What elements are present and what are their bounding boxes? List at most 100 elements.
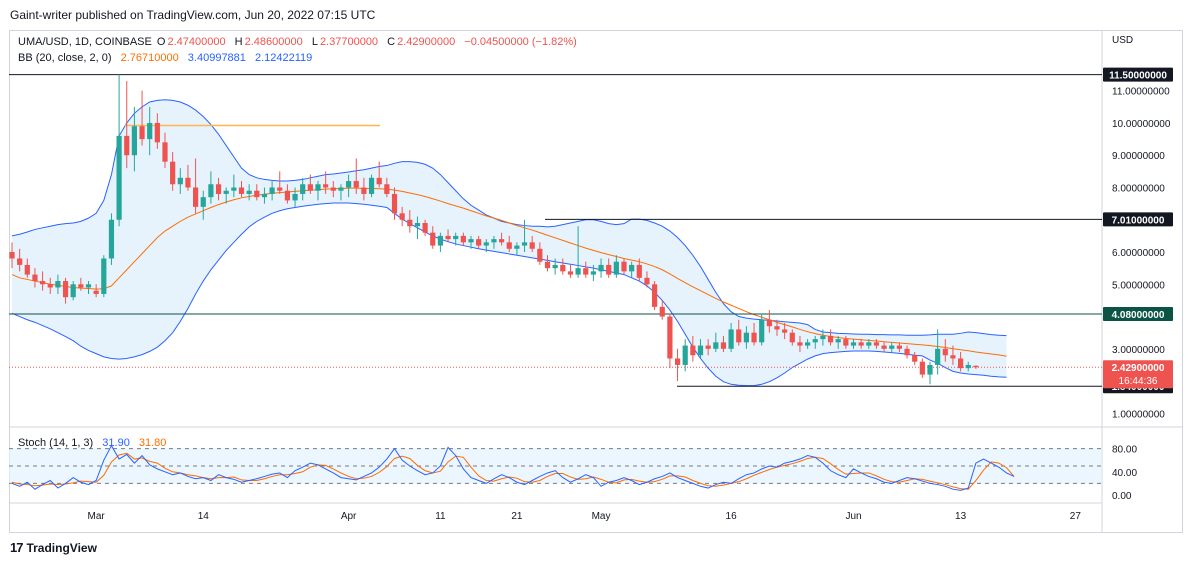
candle-body xyxy=(47,284,53,288)
candle-body xyxy=(193,187,199,207)
candle-body xyxy=(942,348,948,356)
candle-body xyxy=(621,261,627,272)
price-tick-label: 9.00000000 xyxy=(1112,151,1165,162)
price-tick-label: 8.00000000 xyxy=(1112,183,1165,194)
candle-body xyxy=(231,187,237,191)
candle-body xyxy=(384,184,390,194)
candle-body xyxy=(544,261,551,269)
candle-body xyxy=(269,187,275,194)
candle-body xyxy=(154,122,160,143)
time-tick-label: Jun xyxy=(845,511,861,522)
horizontal-lines-layer xyxy=(9,74,1102,387)
candle-body xyxy=(873,342,880,346)
footer: 17 TradingView xyxy=(10,540,97,555)
candle-body xyxy=(697,345,704,356)
chart-frame[interactable] xyxy=(9,30,1183,533)
candle-body xyxy=(238,187,245,194)
time-tick-label: May xyxy=(592,511,611,522)
candle-body xyxy=(499,239,505,243)
candle-body xyxy=(254,190,260,198)
candle-body xyxy=(613,261,619,275)
candle-body xyxy=(131,126,137,156)
tradingview-logo-icon[interactable]: 17 xyxy=(10,540,24,555)
candle-body xyxy=(805,342,811,346)
candle-body xyxy=(78,284,84,288)
candle-body xyxy=(353,181,359,188)
candle-body xyxy=(590,271,596,275)
candle-body xyxy=(843,339,849,346)
candle-body xyxy=(307,184,313,191)
time-tick-label: 21 xyxy=(511,511,523,522)
stoch-name[interactable]: Stoch (14, 1, 3) xyxy=(18,437,94,449)
candle-body xyxy=(743,332,749,343)
bb-lower-value: 2.12422119 xyxy=(254,52,313,64)
symbol-label[interactable]: UMA/USD, 1D, COINBASE xyxy=(18,36,152,48)
candle-body xyxy=(116,135,122,220)
candle-body xyxy=(567,271,574,275)
high-value: 2.48600000 xyxy=(244,36,303,48)
currency-label: USD xyxy=(1112,35,1133,46)
candle-body xyxy=(376,177,382,185)
candle-body xyxy=(368,177,375,194)
candle-body xyxy=(62,281,69,298)
candle-body xyxy=(713,342,719,349)
open-value: 2.47400000 xyxy=(167,36,226,48)
candle-body xyxy=(223,190,229,194)
candle-body xyxy=(705,345,711,349)
candle-body xyxy=(659,306,665,317)
candle-body xyxy=(430,232,436,246)
candle-body xyxy=(437,235,443,246)
candle-body xyxy=(820,335,826,340)
candle-body xyxy=(414,222,421,227)
stoch-k-value: 31.90 xyxy=(102,437,130,449)
footer-logo-text[interactable]: TradingView xyxy=(26,540,97,555)
bb-name[interactable]: BB (20, close, 2, 0) xyxy=(18,52,112,64)
stoch-tick-label: 40.00 xyxy=(1112,468,1137,479)
candle-body xyxy=(323,184,329,188)
candle-body xyxy=(422,222,428,233)
candle-body xyxy=(736,329,742,343)
bb-basis-value: 2.76710000 xyxy=(120,52,179,64)
candle-body xyxy=(85,284,92,288)
candle-body xyxy=(124,135,130,156)
candle-body xyxy=(93,290,99,294)
candle-body xyxy=(866,342,872,346)
stoch-legend: Stoch (14, 1, 3) 31.90 31.80 xyxy=(18,437,168,449)
candle-body xyxy=(552,264,558,269)
candle-body xyxy=(101,258,107,294)
candle-body xyxy=(812,339,818,343)
candle-body xyxy=(973,365,979,368)
candle-body xyxy=(32,274,38,282)
price-tick-label: 10.00000000 xyxy=(1112,119,1171,130)
open-label: O xyxy=(156,36,166,48)
candle-body xyxy=(927,364,933,375)
time-tick-label: 27 xyxy=(1070,511,1082,522)
candle-body xyxy=(506,242,512,249)
candle-body xyxy=(629,264,635,272)
candle-body xyxy=(827,335,834,343)
candle-body xyxy=(24,264,30,275)
candle-body xyxy=(751,332,757,343)
candle-body xyxy=(690,345,696,356)
current-price-label: 2.42900000 xyxy=(1112,363,1165,374)
candle-body xyxy=(300,184,306,194)
candle-body xyxy=(935,348,941,365)
candle-body xyxy=(9,252,15,259)
candle-body xyxy=(277,187,283,191)
stoch-tick-label: 0.00 xyxy=(1112,491,1132,502)
time-tick-label: 14 xyxy=(198,511,210,522)
bb-upper-value: 3.40997881 xyxy=(187,52,246,64)
candle-body xyxy=(346,181,352,188)
time-tick-label: 11 xyxy=(435,511,446,522)
candle-body xyxy=(919,361,925,375)
price-tick-label: 3.00000000 xyxy=(1112,345,1165,356)
candle-body xyxy=(636,264,642,278)
candle-body xyxy=(139,126,145,140)
candle-body xyxy=(896,345,902,349)
high-label: H xyxy=(234,36,243,48)
candle-body xyxy=(644,277,650,285)
candle-body xyxy=(858,342,864,346)
candle-body xyxy=(399,213,405,220)
current-price-label-countdown: 16:44:36 xyxy=(1119,376,1158,387)
